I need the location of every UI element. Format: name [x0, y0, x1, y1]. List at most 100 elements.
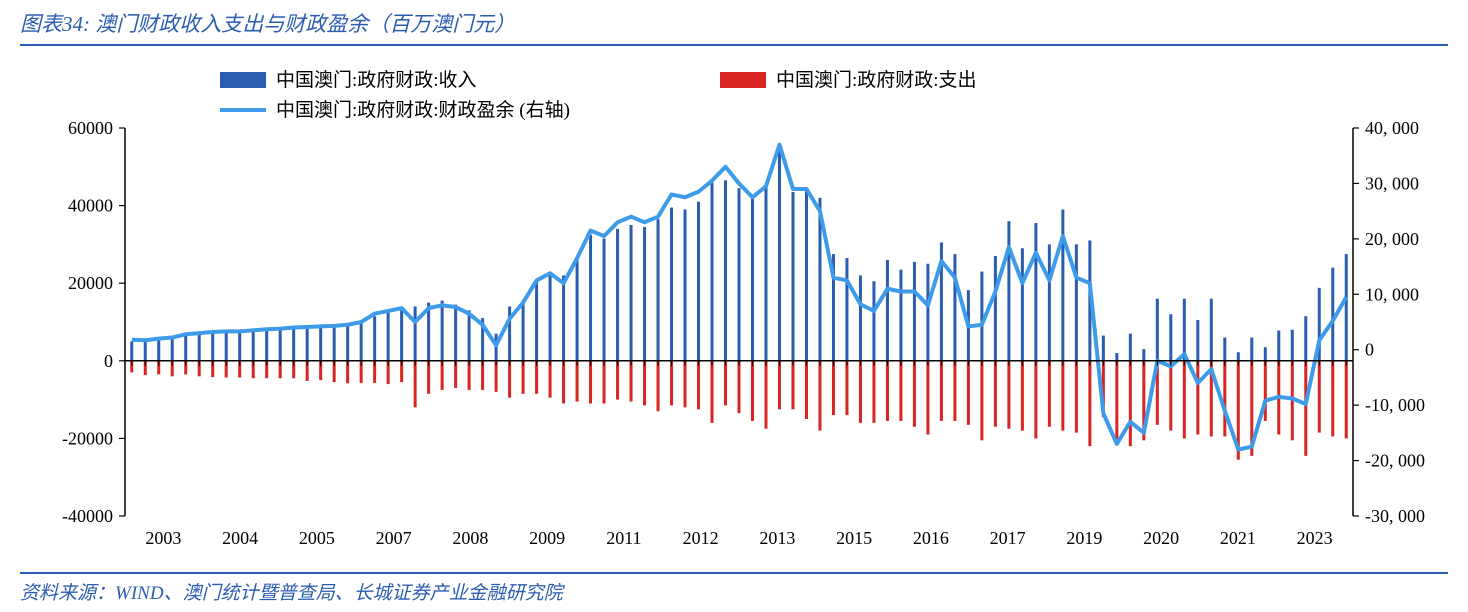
left-tick-label: -20000: [62, 428, 113, 448]
income-bar: [1048, 244, 1051, 360]
expense-bar: [899, 361, 902, 421]
right-tick-label: 0: [1365, 340, 1374, 360]
income-bar: [751, 198, 754, 361]
expense-bar: [764, 361, 767, 429]
income-bar: [1061, 209, 1064, 360]
income-bar: [697, 202, 700, 361]
x-tick-label: 2015: [836, 528, 872, 548]
income-bar: [616, 229, 619, 361]
income-bar: [319, 326, 322, 361]
income-bar: [1250, 338, 1253, 361]
left-tick-label: 20000: [68, 273, 113, 293]
income-bar: [1264, 347, 1267, 361]
expense-bar: [589, 361, 592, 404]
right-tick-label: 20, 000: [1365, 229, 1419, 249]
expense-bar: [576, 361, 579, 402]
legend-label-expense: 中国澳门:政府财政:支出: [776, 69, 977, 91]
income-bar: [1102, 336, 1105, 361]
legend-label-surplus: 中国澳门:政府财政:财政盈余 (右轴): [276, 99, 570, 121]
expense-bar: [1007, 361, 1010, 429]
income-bar: [1277, 331, 1280, 361]
right-tick-label: 30, 000: [1365, 173, 1419, 193]
source-text: WIND、澳门统计暨普查局、长城证券产业金融研究院: [115, 583, 563, 604]
expense-bar: [1304, 361, 1307, 456]
expense-bar: [616, 361, 619, 400]
x-tick-label: 2005: [299, 528, 335, 548]
income-bar: [468, 310, 471, 360]
expense-bar: [953, 361, 956, 421]
x-tick-label: 2020: [1143, 528, 1179, 548]
expense-bar: [630, 361, 633, 402]
x-tick-label: 2004: [222, 528, 258, 548]
expense-bar: [697, 361, 700, 410]
income-bar: [1021, 248, 1024, 361]
income-bar: [346, 324, 349, 361]
expense-bar: [738, 361, 741, 413]
income-bar: [454, 305, 457, 361]
income-bar: [522, 301, 525, 361]
expense-bar: [1169, 361, 1172, 431]
right-tick-label: 40, 000: [1365, 118, 1419, 138]
expense-bar: [926, 361, 929, 435]
income-bar: [738, 188, 741, 361]
right-tick-label: -30, 000: [1365, 506, 1425, 526]
expense-bar: [886, 361, 889, 421]
expense-bar: [670, 361, 673, 406]
income-bar: [265, 331, 268, 361]
income-bar: [1291, 330, 1294, 361]
x-tick-label: 2008: [452, 528, 488, 548]
left-tick-label: 40000: [68, 196, 113, 216]
income-bar: [333, 325, 336, 361]
expense-bar: [845, 361, 848, 415]
expense-bar: [1331, 361, 1334, 437]
income-bar: [845, 258, 848, 361]
income-bar: [292, 329, 295, 361]
title-number: 34:: [62, 12, 90, 36]
right-tick-label: -20, 000: [1365, 451, 1425, 471]
expense-bar: [832, 361, 835, 415]
income-bar: [657, 219, 660, 361]
income-bar: [576, 260, 579, 361]
source-row: 资料来源：WIND、澳门统计暨普查局、长城证券产业金融研究院: [20, 572, 1448, 605]
expense-bar: [913, 361, 916, 427]
expense-bar: [1088, 361, 1091, 446]
income-bar: [171, 338, 174, 361]
expense-bar: [724, 361, 727, 406]
legend-label-income: 中国澳门:政府财政:收入: [276, 69, 477, 91]
income-bar: [387, 312, 390, 361]
left-tick-label: 60000: [68, 118, 113, 138]
left-tick-label: 0: [104, 351, 113, 371]
income-bar: [252, 332, 255, 361]
income-bar: [630, 225, 633, 361]
expense-bar: [508, 361, 511, 398]
income-bar: [373, 316, 376, 361]
income-bar: [980, 272, 983, 361]
expense-bar: [778, 361, 781, 410]
income-bar: [1223, 338, 1226, 361]
expense-bar: [414, 361, 417, 408]
expense-bar: [1115, 361, 1118, 441]
income-bar: [913, 262, 916, 361]
income-bar: [791, 192, 794, 361]
income-bar: [238, 333, 241, 361]
expense-bar: [684, 361, 687, 408]
expense-bar: [1183, 361, 1186, 439]
expense-bar: [562, 361, 565, 404]
expense-bar: [818, 361, 821, 431]
income-bar: [589, 235, 592, 361]
income-bar: [211, 334, 214, 361]
expense-bar: [1345, 361, 1348, 439]
income-bar: [1331, 268, 1334, 361]
income-bar: [899, 270, 902, 361]
income-bar: [1196, 320, 1199, 361]
expense-bar: [872, 361, 875, 423]
expense-bar: [791, 361, 794, 410]
income-bar: [1304, 316, 1307, 361]
income-bar: [360, 322, 363, 361]
income-bar: [684, 209, 687, 360]
expense-bar: [940, 361, 943, 421]
income-bar: [144, 341, 147, 361]
expense-bar: [1318, 361, 1321, 433]
chart-title-row: 图表34: 澳门财政收入支出与财政盈余（百万澳门元）: [20, 8, 1448, 46]
x-tick-label: 2003: [145, 528, 181, 548]
